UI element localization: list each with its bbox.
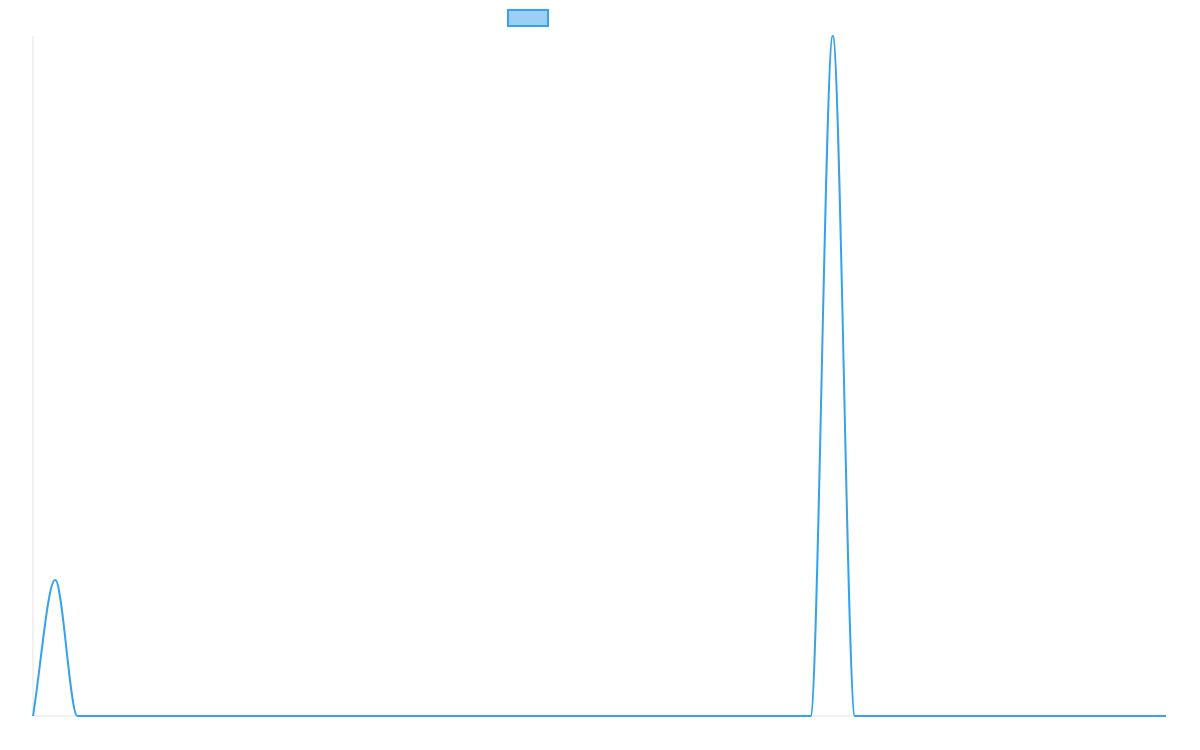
series-line [32,35,1166,717]
legend[interactable] [507,9,549,27]
legend-swatch[interactable] [507,9,549,27]
series-layer [32,35,1166,717]
axes [32,36,1166,717]
